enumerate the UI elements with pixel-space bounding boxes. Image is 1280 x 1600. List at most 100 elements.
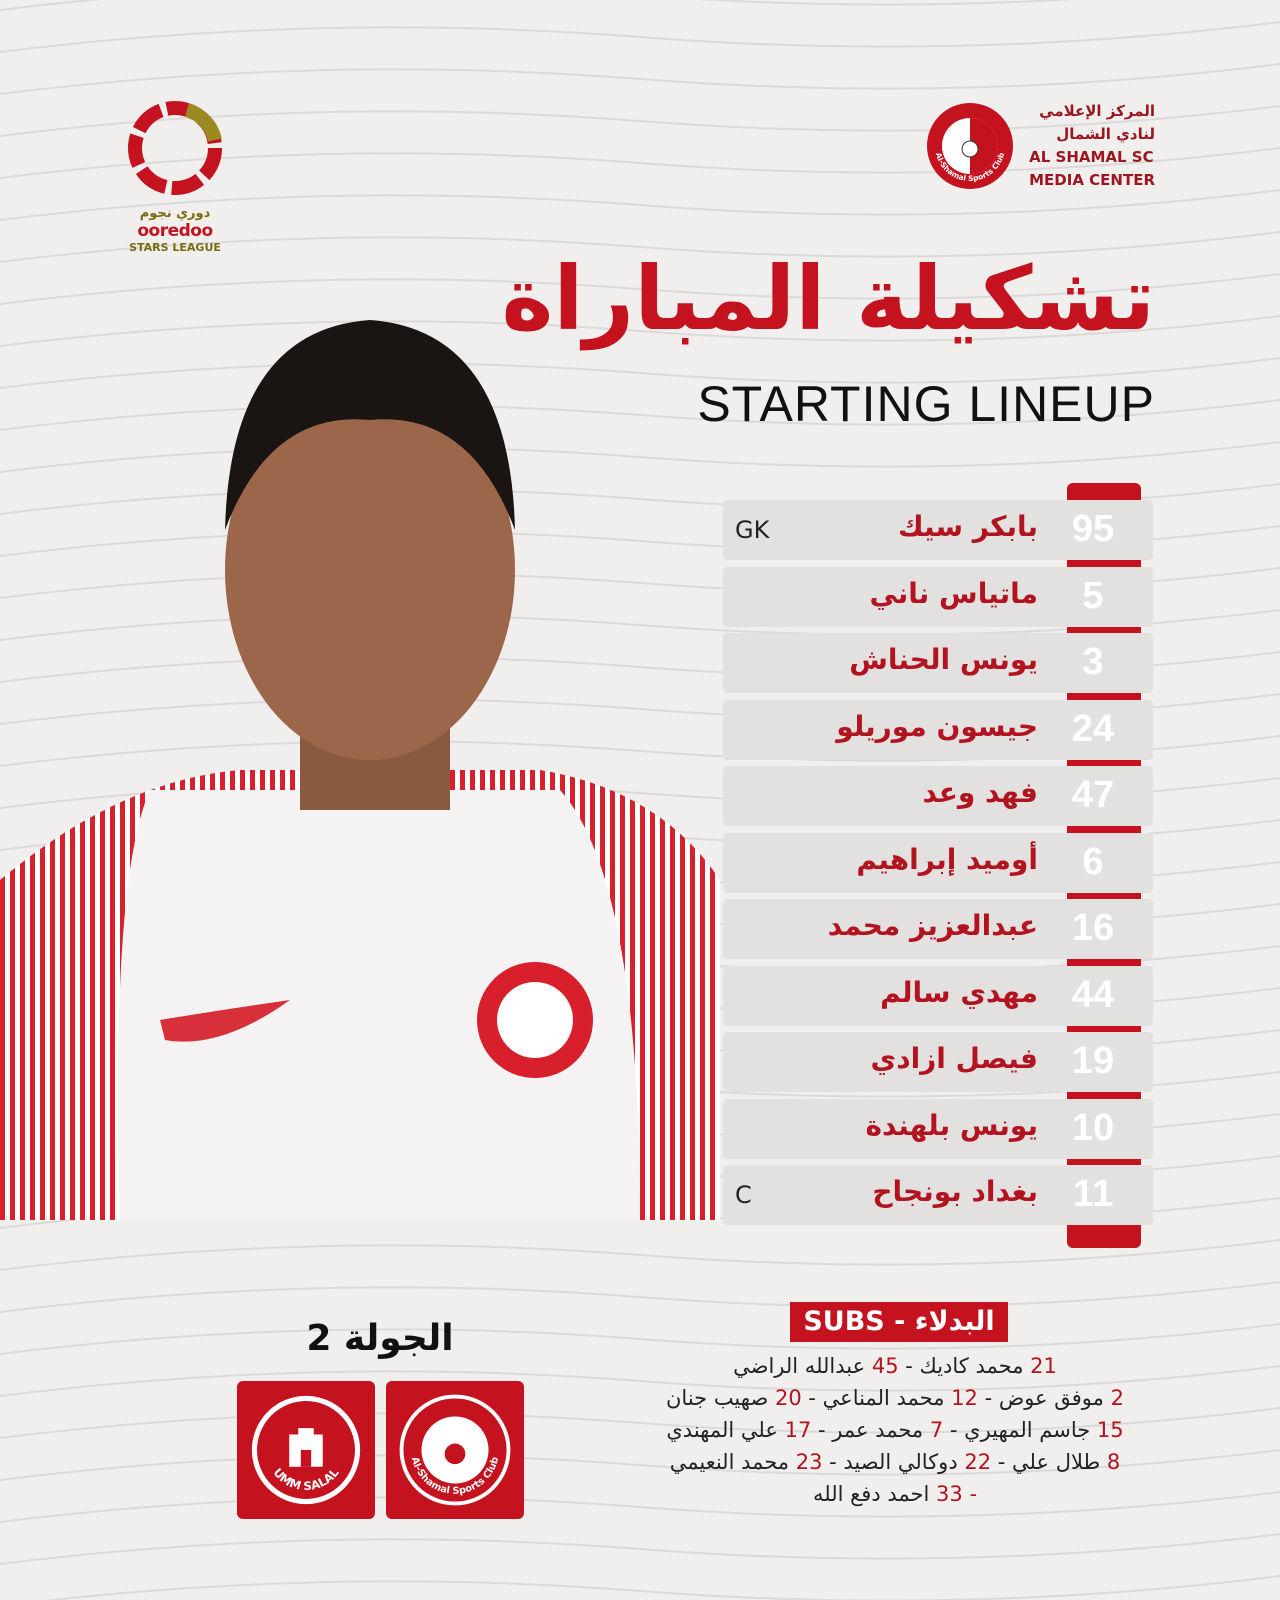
background-line bbox=[0, 231, 1280, 263]
subs-line: 15 جاسم المهيري - 7 محمد عمر - 17 علي ال… bbox=[625, 1414, 1165, 1446]
lineup-row: 44 مهدي سالم bbox=[723, 965, 1153, 1026]
player-number: 19 bbox=[1071, 1040, 1115, 1082]
player-number: 3 bbox=[1082, 641, 1104, 683]
subs-line: 8 طلال علي - 22 دوكالي الصيد - 23 محمد ا… bbox=[625, 1446, 1165, 1478]
player-name: ماتياس ناني bbox=[869, 576, 1038, 610]
background-line bbox=[0, 147, 1280, 179]
player-number: 10 bbox=[1071, 1106, 1115, 1149]
background-line bbox=[0, 189, 1280, 221]
player-name: يونس بلهندة bbox=[865, 1108, 1038, 1142]
player-name: مهدي سالم bbox=[880, 975, 1038, 1009]
player-number: 5 bbox=[1082, 574, 1104, 617]
al-shamal-logo-icon: Al-Shamal Sports Club bbox=[399, 1394, 511, 1506]
sub-name: علي المهندي bbox=[666, 1418, 778, 1442]
player-photo bbox=[0, 320, 720, 1220]
sub-number: 2 bbox=[1110, 1386, 1124, 1410]
subs-line: 2 موفق عوض - 12 محمد المناعي - 20 صهيب ج… bbox=[625, 1382, 1165, 1414]
subs-line: - 33 احمد دفع الله bbox=[625, 1478, 1165, 1510]
sub-number: - bbox=[969, 1482, 978, 1506]
lineup-row: 6 أوميد إبراهيم bbox=[723, 832, 1153, 893]
background-line bbox=[0, 1449, 1280, 1481]
club-badge-icon: Al-Shamal Sports Club bbox=[927, 103, 1014, 189]
sub-number: 20 bbox=[774, 1386, 802, 1410]
sub-name: طلال علي - bbox=[997, 1450, 1101, 1474]
club-media-header: Al-Shamal Sports Club المركز الإعلامي لن… bbox=[925, 100, 1155, 192]
club-line-1: المركز الإعلامي bbox=[1039, 102, 1155, 120]
background-line bbox=[0, 1323, 1280, 1355]
sub-name: موفق عوض - bbox=[984, 1386, 1104, 1410]
background-line bbox=[0, 1281, 1280, 1313]
player-name: جيسون موريلو bbox=[836, 709, 1038, 743]
sub-number: 7 bbox=[929, 1418, 944, 1442]
player-tag: C bbox=[735, 1181, 752, 1209]
club-line-2: لنادي الشمال bbox=[1056, 125, 1155, 143]
background-line bbox=[0, 357, 1280, 389]
sub-name: دوكالي الصيد - bbox=[829, 1450, 958, 1474]
svg-text:UMM SALAL: UMM SALAL bbox=[270, 1465, 341, 1493]
sub-number: 12 bbox=[951, 1386, 978, 1410]
background-line bbox=[0, 21, 1280, 53]
title-arabic: تشكيلة المباراة bbox=[501, 247, 1155, 350]
sub-number: 17 bbox=[784, 1418, 812, 1442]
background-line bbox=[0, 441, 1280, 473]
sub-number: 8 bbox=[1106, 1450, 1121, 1474]
sub-name: صهيب جنان bbox=[666, 1386, 769, 1410]
league-name-ar: دوري نجوم bbox=[139, 206, 211, 221]
background-line bbox=[0, 315, 1280, 347]
sub-number: 15 bbox=[1096, 1418, 1124, 1442]
league-name-en: STARS LEAGUE bbox=[129, 241, 221, 254]
player-number: 95 bbox=[1071, 508, 1115, 550]
club-line-4: MEDIA CENTER bbox=[1029, 171, 1155, 189]
player-name: يونس الحناش bbox=[849, 643, 1038, 676]
player-name: عبدالعزيز محمد bbox=[827, 909, 1038, 942]
club-line-3: AL SHAMAL SC bbox=[1029, 148, 1154, 166]
player-number: 47 bbox=[1071, 774, 1115, 816]
player-name: بغداد بونجاح bbox=[872, 1175, 1038, 1208]
league-brand: ooredoo bbox=[137, 221, 213, 241]
lineup-row: 19 فيصل ازادي bbox=[723, 1032, 1153, 1092]
player-tag: GK bbox=[735, 516, 770, 544]
sub-name: احمد دفع الله bbox=[812, 1482, 930, 1506]
background-line bbox=[42, 1575, 1280, 1600]
background-line bbox=[0, 1533, 1280, 1565]
sub-number: 21 bbox=[1030, 1354, 1057, 1378]
stars-league-emblem-icon bbox=[128, 101, 222, 195]
background-line bbox=[0, 1239, 1280, 1271]
background-line bbox=[0, 1365, 1280, 1397]
background-line bbox=[0, 399, 1280, 431]
background-line bbox=[0, 1407, 1280, 1439]
league-logo: دوري نجوم ooredoo STARS LEAGUE bbox=[120, 100, 230, 254]
sub-number: 33 bbox=[936, 1482, 963, 1506]
sub-name: عبدالله الراضي bbox=[733, 1354, 866, 1378]
sub-name: محمد النعيمي bbox=[669, 1450, 790, 1474]
subs-list: 21 محمد كاديك - 45 عبدالله الراضي 2 موفق… bbox=[625, 1350, 1165, 1510]
round-label: الجولة 2 bbox=[306, 1318, 454, 1359]
player-name: أوميد إبراهيم bbox=[856, 842, 1038, 876]
player-name: بابكر سيك bbox=[897, 510, 1038, 543]
player-number: 24 bbox=[1071, 707, 1115, 750]
sub-name: محمد كاديك - bbox=[905, 1354, 1024, 1378]
background-line bbox=[0, 1491, 1280, 1523]
lineup-row: 5 ماتياس ناني bbox=[723, 566, 1153, 627]
sub-number: 23 bbox=[795, 1450, 823, 1474]
player-name: فهد وعد bbox=[922, 776, 1038, 809]
sub-name: جاسم المهيري - bbox=[949, 1418, 1091, 1442]
background-line bbox=[0, 273, 1280, 305]
away-team-badge: UMM SALAL bbox=[237, 1381, 375, 1519]
sub-name: محمد المناعي - bbox=[808, 1386, 945, 1410]
player-number: 16 bbox=[1071, 907, 1115, 949]
sub-name: محمد عمر - bbox=[818, 1418, 924, 1442]
background-line bbox=[0, 63, 1280, 95]
lineup-row: 47 فهد وعد bbox=[723, 766, 1153, 826]
away-team-name: UMM SALAL bbox=[270, 1465, 341, 1493]
lineup-row: 3 يونس الحناش bbox=[723, 633, 1153, 693]
umm-salal-logo-icon: UMM SALAL bbox=[251, 1395, 361, 1505]
lineup-row: 16 عبدالعزيز محمد bbox=[723, 899, 1153, 959]
lineup-row: 11 بغداد بونجاح C bbox=[723, 1165, 1153, 1225]
background-line bbox=[0, 0, 1074, 11]
player-number: 44 bbox=[1071, 973, 1115, 1016]
subs-line: 21 محمد كاديك - 45 عبدالله الراضي bbox=[625, 1350, 1165, 1382]
player-number: 6 bbox=[1082, 840, 1104, 883]
lineup-row: 10 يونس بلهندة bbox=[723, 1098, 1153, 1159]
player-number: 11 bbox=[1072, 1173, 1114, 1215]
